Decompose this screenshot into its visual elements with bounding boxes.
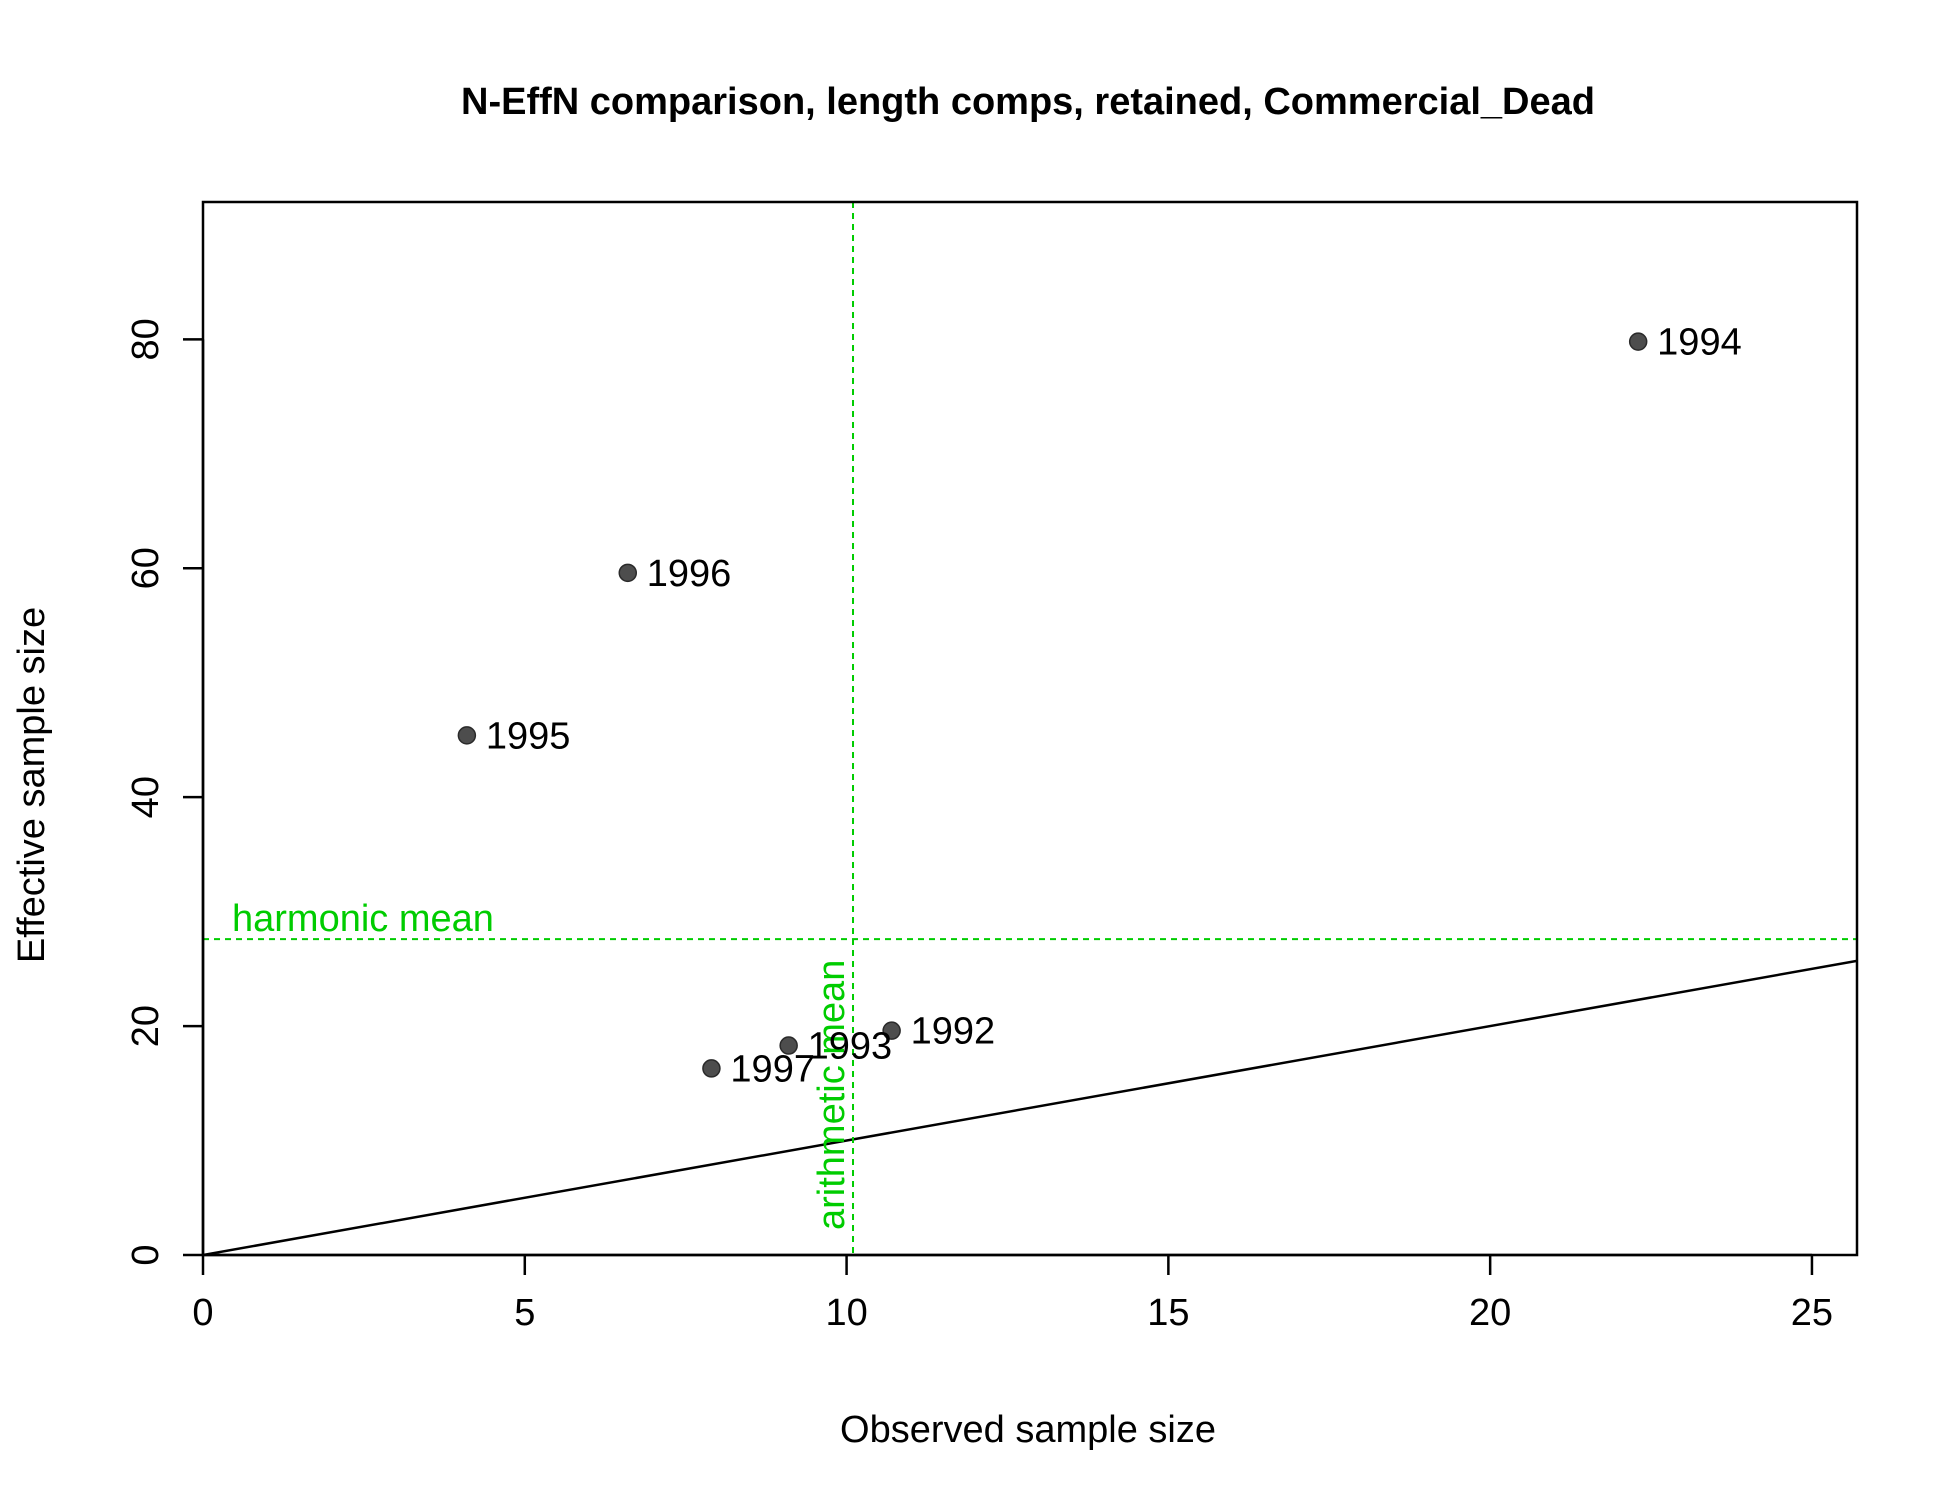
y-tick-label-0: 0 [125,1244,167,1265]
harmonic-mean-label: harmonic mean [232,898,494,940]
chart-title: N-EffN comparison, length comps, retaine… [461,81,1595,123]
y-axis-label: Effective sample size [11,607,53,963]
x-tick-label-10: 10 [825,1292,867,1334]
y-tick-label-40: 40 [125,776,167,818]
y-tick-label-20: 20 [125,1005,167,1047]
x-tick-label-5: 5 [514,1292,535,1334]
axes: 0 5 10 15 20 25 0 20 40 60 80 [125,200,1859,1334]
reference-lines: harmonic mean arithmetic mean [203,202,1857,1255]
identity-line [203,959,1857,1255]
x-tick-label-15: 15 [1147,1292,1189,1334]
data-label-1992: 1992 [911,1011,996,1053]
arithmetic-mean-label: arithmetic mean [811,960,853,1230]
data-label-1996: 1996 [647,553,732,595]
y-tick-label-60: 60 [125,547,167,589]
x-axis-label: Observed sample size [840,1409,1216,1451]
x-tick-label-25: 25 [1791,1292,1833,1334]
data-point-1992 [882,1021,901,1040]
data-label-1994: 1994 [1657,322,1742,364]
data-point-1995 [457,726,477,745]
data-label-1997: 1997 [730,1048,815,1090]
data-point-1994 [1628,332,1648,351]
y-tick-label-80: 80 [125,318,167,360]
data-point-1993 [779,1036,798,1055]
plot-border [201,200,1859,1257]
data-point-1996 [618,563,638,583]
data-point-1997 [702,1059,721,1078]
data-label-1993: 1993 [808,1026,893,1068]
data-label-1995: 1995 [486,715,571,757]
x-tick-label-0: 0 [192,1292,213,1334]
x-tick-label-20: 20 [1469,1292,1511,1334]
data-points: 1992 1993 1994 1995 1996 1997 [457,322,1742,1090]
